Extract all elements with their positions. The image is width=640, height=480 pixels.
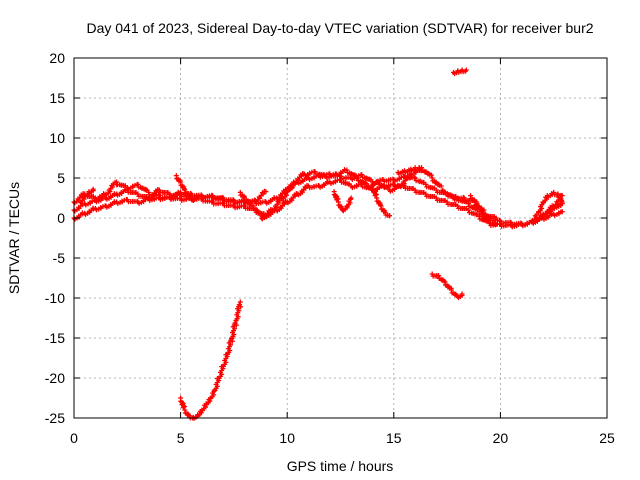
y-tick-label: -25 [45,410,65,426]
data-point [229,338,235,344]
data-point [376,179,382,185]
y-tick-label: -15 [45,330,65,346]
x-axis-label: GPS time / hours [287,458,394,474]
data-point [263,213,269,219]
data-point [493,221,499,227]
data-point [436,273,442,279]
data-point [382,209,388,215]
chart-title: Day 041 of 2023, Sidereal Day-to-day VTE… [86,20,593,36]
data-point [448,287,454,293]
data-point [465,207,471,213]
data-point [479,208,485,214]
data-point [344,167,350,173]
data-point [114,179,120,185]
data-layer [71,67,565,421]
axis-ticks [73,57,608,419]
data-point [412,175,418,181]
data-point [263,189,269,195]
x-tick-label: 20 [493,430,509,446]
data-point [476,213,482,219]
data-point [355,175,361,181]
series-track-n [178,299,244,421]
data-point [348,195,354,201]
series-track-e [77,186,96,206]
y-tick-label: -20 [45,370,65,386]
y-axis-label: SDTVAR / TECUs [6,182,22,294]
data-point [246,199,252,205]
data-point [312,169,318,175]
series-track-m [540,201,565,218]
data-point [387,213,393,219]
series-track-j [395,165,425,177]
data-point [559,201,565,207]
y-tick-label: -10 [45,290,65,306]
data-point [82,193,88,199]
y-tick-label: -5 [53,250,66,266]
data-point [359,172,365,178]
series-track-k [468,193,499,227]
data-point [198,192,204,198]
data-point [259,211,265,217]
series-track-h [331,189,354,214]
data-point [237,299,243,305]
data-point [190,197,196,203]
data-point [155,192,161,198]
x-tick-label: 15 [386,430,402,446]
data-point [254,208,260,214]
series-track-f [173,173,196,203]
series-track-c [71,179,269,207]
tick-labels: 0 5 10 15 20 25 -25 -20 -15 -10 -5 0 5 10 15 20 [45,50,615,446]
x-tick-label: 25 [599,430,615,446]
y-tick-label: 0 [57,210,65,226]
series-track-o [429,271,465,301]
y-tick-label: 15 [49,90,65,106]
data-point [493,215,499,221]
data-point [90,186,96,192]
data-point [463,67,469,73]
data-point [412,165,418,171]
data-point [428,172,434,178]
series-track-l [529,189,565,224]
data-point [487,217,493,223]
data-point [209,194,215,200]
series-track-p [450,67,469,77]
data-point [459,291,465,297]
plot-frame [73,57,608,419]
data-point [559,209,565,215]
data-point [480,211,486,217]
y-tick-label: 5 [57,170,65,186]
x-tick-label: 10 [279,430,295,446]
data-point [236,302,242,308]
data-point [438,183,444,189]
grid [74,58,607,418]
series-track-i [369,183,393,219]
data-point [338,177,343,183]
data-point [232,320,238,326]
data-point [135,181,141,187]
y-tick-label: 10 [49,130,65,146]
data-point [230,197,236,203]
data-point [419,168,425,174]
data-point [440,187,446,193]
x-tick-label: 5 [177,430,185,446]
data-point [559,193,565,199]
data-point [423,181,429,187]
x-tick-label: 0 [70,430,78,446]
data-point [230,202,236,208]
series-track-g [237,189,269,220]
data-point [219,200,225,206]
y-tick-label: 20 [49,50,65,66]
